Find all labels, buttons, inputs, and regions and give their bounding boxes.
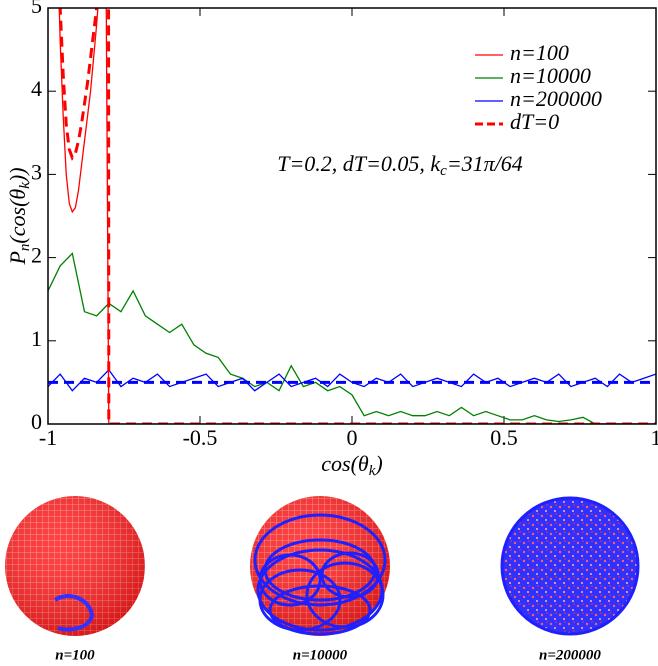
y-tick-label: 4 <box>31 76 42 101</box>
legend-label: n=100 <box>510 40 569 65</box>
sphere-panels: n=100 n=10000 n=200000 <box>5 496 640 663</box>
x-tick-label: 0.5 <box>490 425 518 450</box>
x-tick-label: 1 <box>651 425 658 450</box>
legend-label: dT=0 <box>510 109 559 134</box>
sphere <box>5 496 145 636</box>
y-tick-label: 0 <box>31 409 42 434</box>
legend-label: n=200000 <box>510 86 602 111</box>
plot-frame <box>47 7 657 425</box>
y-tick-label: 5 <box>31 0 42 18</box>
y-tick-label: 3 <box>31 159 42 184</box>
y-tick-label: 2 <box>31 243 42 268</box>
x-axis-label: cos(θk) <box>321 451 382 479</box>
annotation: T=0.2, dT=0.05, kc=31π/64 <box>277 151 523 179</box>
sphere <box>500 496 640 636</box>
sphere <box>250 496 390 636</box>
series-line <box>48 368 656 392</box>
panel-label: n=100 <box>55 647 95 663</box>
series-line <box>58 8 656 424</box>
panel-label: n=200000 <box>539 647 601 663</box>
panel-label: n=10000 <box>293 647 348 663</box>
x-tick-label: -0.5 <box>183 425 218 450</box>
legend-label: n=10000 <box>510 63 591 88</box>
x-tick-label: 0 <box>347 425 358 450</box>
series-line <box>48 252 656 424</box>
plot-lines <box>48 8 656 424</box>
y-tick-label: 1 <box>31 326 42 351</box>
x-tick-label: -1 <box>39 425 57 450</box>
y-axis-label: Pn(cos(θk)) <box>5 167 33 265</box>
